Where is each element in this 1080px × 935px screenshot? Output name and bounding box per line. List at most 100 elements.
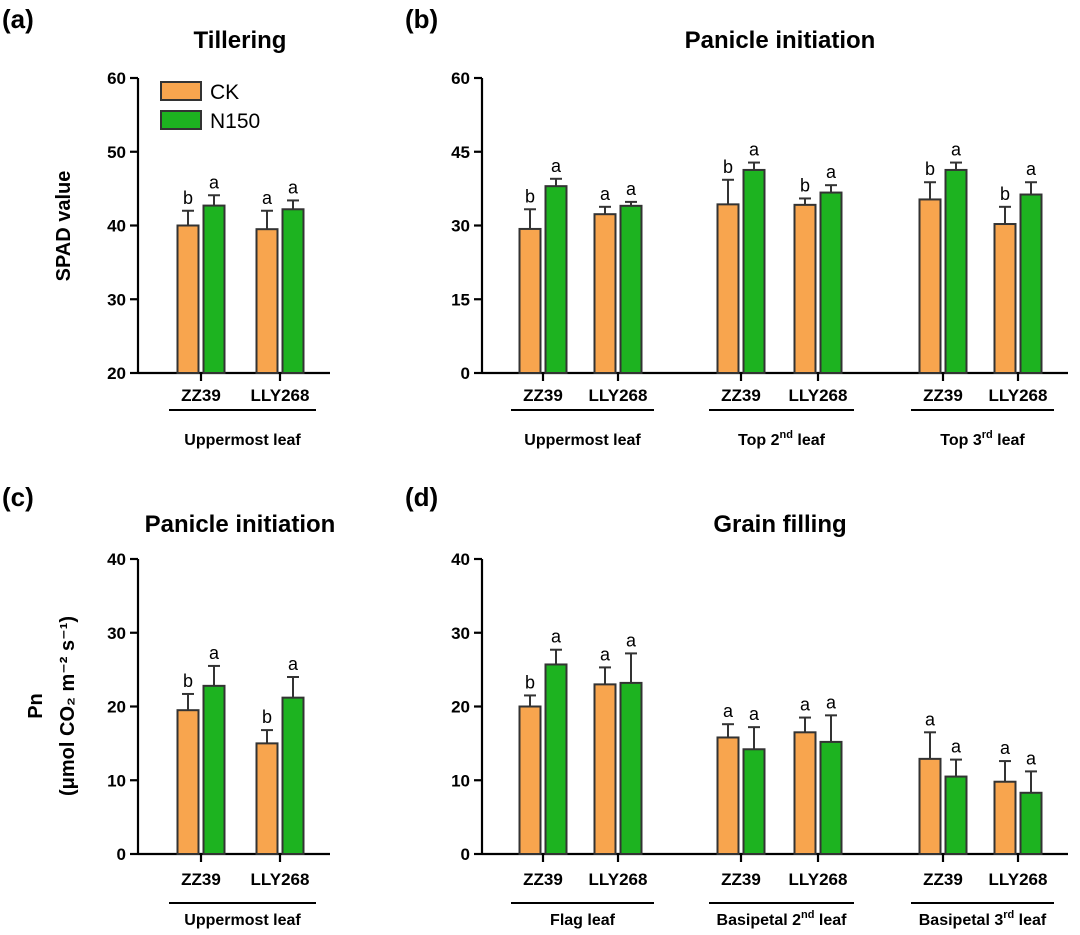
x-category-label: LLY268 (989, 386, 1048, 405)
group-label: Uppermost leaf (184, 432, 301, 449)
chart-panel-2: (b)Panicle initiation015304560ZZ39baLLY2… (405, 4, 1068, 449)
y-tick-label: 40 (451, 550, 470, 569)
group-label: Basipetal 3rd leaf (919, 909, 1047, 929)
bar-n150 (819, 191, 843, 374)
panel-label: (b) (405, 4, 438, 34)
significance-letter: a (209, 172, 220, 192)
bar-ck (793, 203, 817, 374)
significance-letter: a (600, 644, 611, 664)
panel-label: (a) (2, 4, 34, 34)
x-category-label: ZZ39 (523, 870, 563, 889)
significance-letter: b (800, 175, 810, 195)
significance-letter: a (925, 709, 936, 729)
y-tick-label: 0 (117, 845, 126, 864)
significance-letter: a (1000, 738, 1011, 758)
y-tick-label: 10 (107, 771, 126, 790)
legend: CK N150 (160, 81, 260, 133)
chart-title: Panicle initiation (685, 27, 876, 54)
legend-swatch-n150 (160, 110, 202, 130)
group-label: Basipetal 2nd leaf (717, 909, 848, 929)
y-tick-label: 10 (451, 771, 470, 790)
bar-ck (793, 731, 817, 855)
y-tick-label: 20 (107, 698, 126, 717)
significance-letter: a (1026, 159, 1037, 179)
significance-letter: a (288, 654, 299, 674)
significance-letter: a (749, 704, 760, 724)
y-tick-label: 0 (461, 845, 470, 864)
x-category-label: LLY268 (789, 386, 848, 405)
significance-letter: a (951, 737, 962, 757)
significance-letter: a (826, 162, 837, 182)
bar-ck (993, 223, 1017, 374)
y-axis-label-line1: Pn (25, 693, 47, 719)
bar-ck (593, 683, 617, 855)
y-tick-label: 20 (107, 364, 126, 383)
significance-letter: a (551, 156, 562, 176)
y-tick-label: 40 (107, 217, 126, 236)
significance-letter: a (1026, 748, 1037, 768)
group-label: Uppermost leaf (184, 912, 301, 929)
bar-n150 (1019, 193, 1043, 374)
bar-n150 (742, 748, 766, 856)
significance-letter: a (288, 177, 299, 197)
bar-n150 (544, 663, 568, 856)
significance-letter: a (600, 184, 611, 204)
y-tick-label: 30 (451, 217, 470, 236)
significance-letter: a (626, 179, 637, 199)
y-tick-label: 60 (107, 69, 126, 88)
chart-title: Tillering (194, 27, 287, 54)
significance-letter: a (551, 627, 562, 647)
x-category-label: ZZ39 (721, 386, 761, 405)
significance-letter: b (723, 157, 733, 177)
chart-title: Panicle initiation (145, 511, 336, 538)
chart-title: Grain filling (713, 511, 846, 538)
y-tick-label: 30 (107, 290, 126, 309)
bar-ck (993, 780, 1017, 855)
legend-swatch-ck (160, 81, 202, 101)
bar-ck (593, 213, 617, 374)
bar-ck (918, 198, 942, 374)
x-category-label: ZZ39 (523, 386, 563, 405)
y-tick-label: 0 (461, 364, 470, 383)
bar-ck (255, 228, 279, 374)
y-tick-label: 20 (451, 698, 470, 717)
significance-letter: b (183, 188, 193, 208)
bar-n150 (281, 208, 305, 374)
significance-letter: a (723, 701, 734, 721)
x-category-label: LLY268 (789, 870, 848, 889)
legend-label: CK (210, 81, 239, 104)
bar-ck (176, 224, 200, 374)
panel-label: (c) (2, 482, 34, 512)
x-category-label: ZZ39 (923, 870, 963, 889)
bar-ck (518, 227, 542, 374)
x-category-label: ZZ39 (721, 870, 761, 889)
bar-n150 (619, 204, 643, 374)
bar-n150 (819, 740, 843, 856)
bar-ck (918, 757, 942, 855)
bar-ck (255, 742, 279, 855)
bar-n150 (944, 168, 968, 374)
y-axis-label-line2: (μmol CO₂ m⁻² s⁻¹) (57, 616, 79, 796)
chart-panel-3: (c) Panicle initiation 0 10 20 30 40 Pn (μmol CO… (2, 482, 335, 929)
x-category-label: LLY268 (251, 870, 310, 889)
bar-ck (716, 736, 740, 855)
panel-label: (d) (405, 482, 438, 512)
group-label: Uppermost leaf (524, 432, 641, 449)
x-category-label: ZZ39 (181, 870, 221, 889)
x-category-label: ZZ39 (181, 386, 221, 405)
bar-n150 (544, 185, 568, 374)
bar-ck (518, 705, 542, 855)
bar-n150 (281, 696, 305, 856)
significance-letter: b (183, 671, 193, 691)
x-category-label: LLY268 (989, 870, 1048, 889)
y-tick-label: 50 (107, 143, 126, 162)
x-category-label: LLY268 (251, 386, 310, 405)
y-axis-label: SPAD value (53, 171, 75, 282)
significance-letter: a (209, 643, 220, 663)
y-tick-label: 40 (107, 550, 126, 569)
x-category-label: LLY268 (589, 870, 648, 889)
legend-label: N150 (210, 110, 260, 133)
significance-letter: a (951, 140, 962, 160)
